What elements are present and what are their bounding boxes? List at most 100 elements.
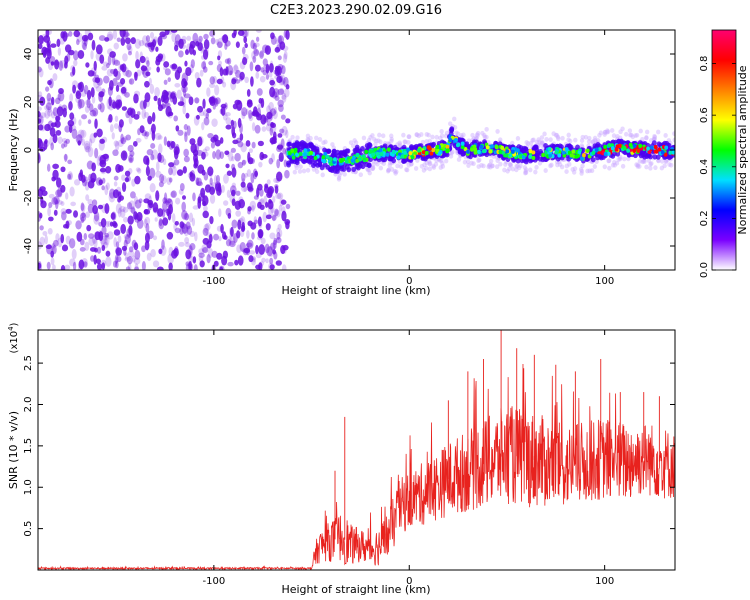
ridge-band xyxy=(337,164,343,170)
ridge-halo xyxy=(523,169,528,174)
noise-point xyxy=(81,212,86,218)
ridge-halo xyxy=(659,158,665,164)
ridge-core xyxy=(455,143,460,148)
noise-point xyxy=(208,60,214,66)
ridge-halo xyxy=(387,163,393,168)
noise-point xyxy=(138,39,145,47)
noise-point xyxy=(212,75,218,84)
noise-point xyxy=(261,257,266,263)
ridge-halo xyxy=(486,164,491,170)
noise-point xyxy=(159,31,166,38)
noise-point xyxy=(246,230,250,239)
ridge-halo xyxy=(614,160,620,166)
noise-point xyxy=(50,61,55,66)
noise-point xyxy=(67,119,75,127)
ridge-band xyxy=(301,158,307,165)
noise-point xyxy=(226,170,233,176)
ridge-halo xyxy=(408,161,414,167)
noise-point xyxy=(211,118,218,127)
noise-point xyxy=(133,196,138,205)
ridge-core xyxy=(391,149,396,154)
noise-point xyxy=(114,254,119,264)
ridge-halo xyxy=(648,165,653,171)
noise-point xyxy=(47,43,51,54)
noise-point xyxy=(203,33,209,40)
noise-point xyxy=(269,264,275,270)
noise-point xyxy=(150,142,156,149)
ridge-halo xyxy=(488,164,493,170)
ridge-band xyxy=(391,157,397,164)
noise-point xyxy=(258,199,264,204)
ridge-halo xyxy=(585,168,590,174)
ridge-halo xyxy=(505,168,510,174)
noise-point xyxy=(174,227,181,234)
noise-point xyxy=(171,213,176,223)
ridge-core xyxy=(448,138,453,143)
noise-point xyxy=(75,220,82,230)
noise-point xyxy=(207,166,214,177)
noise-point xyxy=(127,215,134,225)
ridge-halo xyxy=(394,169,399,175)
noise-point xyxy=(181,210,188,220)
ridge-core xyxy=(429,151,434,156)
noise-point xyxy=(92,205,99,215)
noise-point xyxy=(70,201,76,207)
ridge-halo xyxy=(490,163,495,169)
noise-point xyxy=(271,215,277,221)
noise-point xyxy=(277,63,284,71)
ridge-core xyxy=(454,137,458,143)
noise-point xyxy=(276,65,282,76)
ridge-core xyxy=(413,151,417,156)
ridge-halo xyxy=(487,162,493,168)
ridge-halo xyxy=(401,132,406,138)
ridge-band xyxy=(309,142,315,148)
noise-point xyxy=(38,111,41,118)
noise-point xyxy=(124,37,131,44)
noise-point xyxy=(246,169,252,178)
noise-point xyxy=(71,248,77,260)
noise-point xyxy=(98,91,104,102)
noise-point xyxy=(219,266,224,270)
noise-point xyxy=(91,199,98,207)
noise-point xyxy=(186,125,191,136)
noise-point xyxy=(117,139,124,148)
noise-point xyxy=(47,106,52,113)
ridge-core xyxy=(386,147,391,152)
noise-point xyxy=(159,173,165,183)
ridge-halo xyxy=(475,130,481,136)
noise-point xyxy=(270,81,276,88)
noise-point xyxy=(112,260,118,268)
noise-point xyxy=(183,148,189,157)
noise-point xyxy=(143,132,149,140)
ridge-halo xyxy=(523,167,529,173)
noise-point xyxy=(224,58,230,64)
noise-point xyxy=(119,64,125,71)
noise-point xyxy=(85,211,90,218)
noise-point xyxy=(119,30,126,38)
ridge-halo xyxy=(637,158,643,164)
noise-point xyxy=(174,34,181,45)
noise-point xyxy=(223,173,229,184)
noise-point xyxy=(66,220,72,226)
noise-point xyxy=(63,154,69,161)
noise-point xyxy=(124,256,131,262)
noise-point xyxy=(230,147,236,153)
noise-point xyxy=(157,35,163,47)
noise-point xyxy=(100,259,107,268)
noise-point xyxy=(253,42,260,48)
noise-point xyxy=(107,54,112,66)
ridge-core xyxy=(466,149,470,154)
ridge-core xyxy=(518,153,523,159)
noise-point xyxy=(129,157,133,162)
noise-point xyxy=(43,35,51,43)
noise-point xyxy=(234,152,241,162)
noise-point xyxy=(171,63,178,70)
ridge-core xyxy=(481,149,486,154)
noise-point xyxy=(206,108,212,114)
ridge-halo xyxy=(573,137,578,143)
noise-point xyxy=(100,168,107,175)
noise-point xyxy=(149,32,155,39)
ridge-halo xyxy=(644,135,649,140)
ridge-core xyxy=(293,147,298,152)
noise-point xyxy=(125,70,132,78)
